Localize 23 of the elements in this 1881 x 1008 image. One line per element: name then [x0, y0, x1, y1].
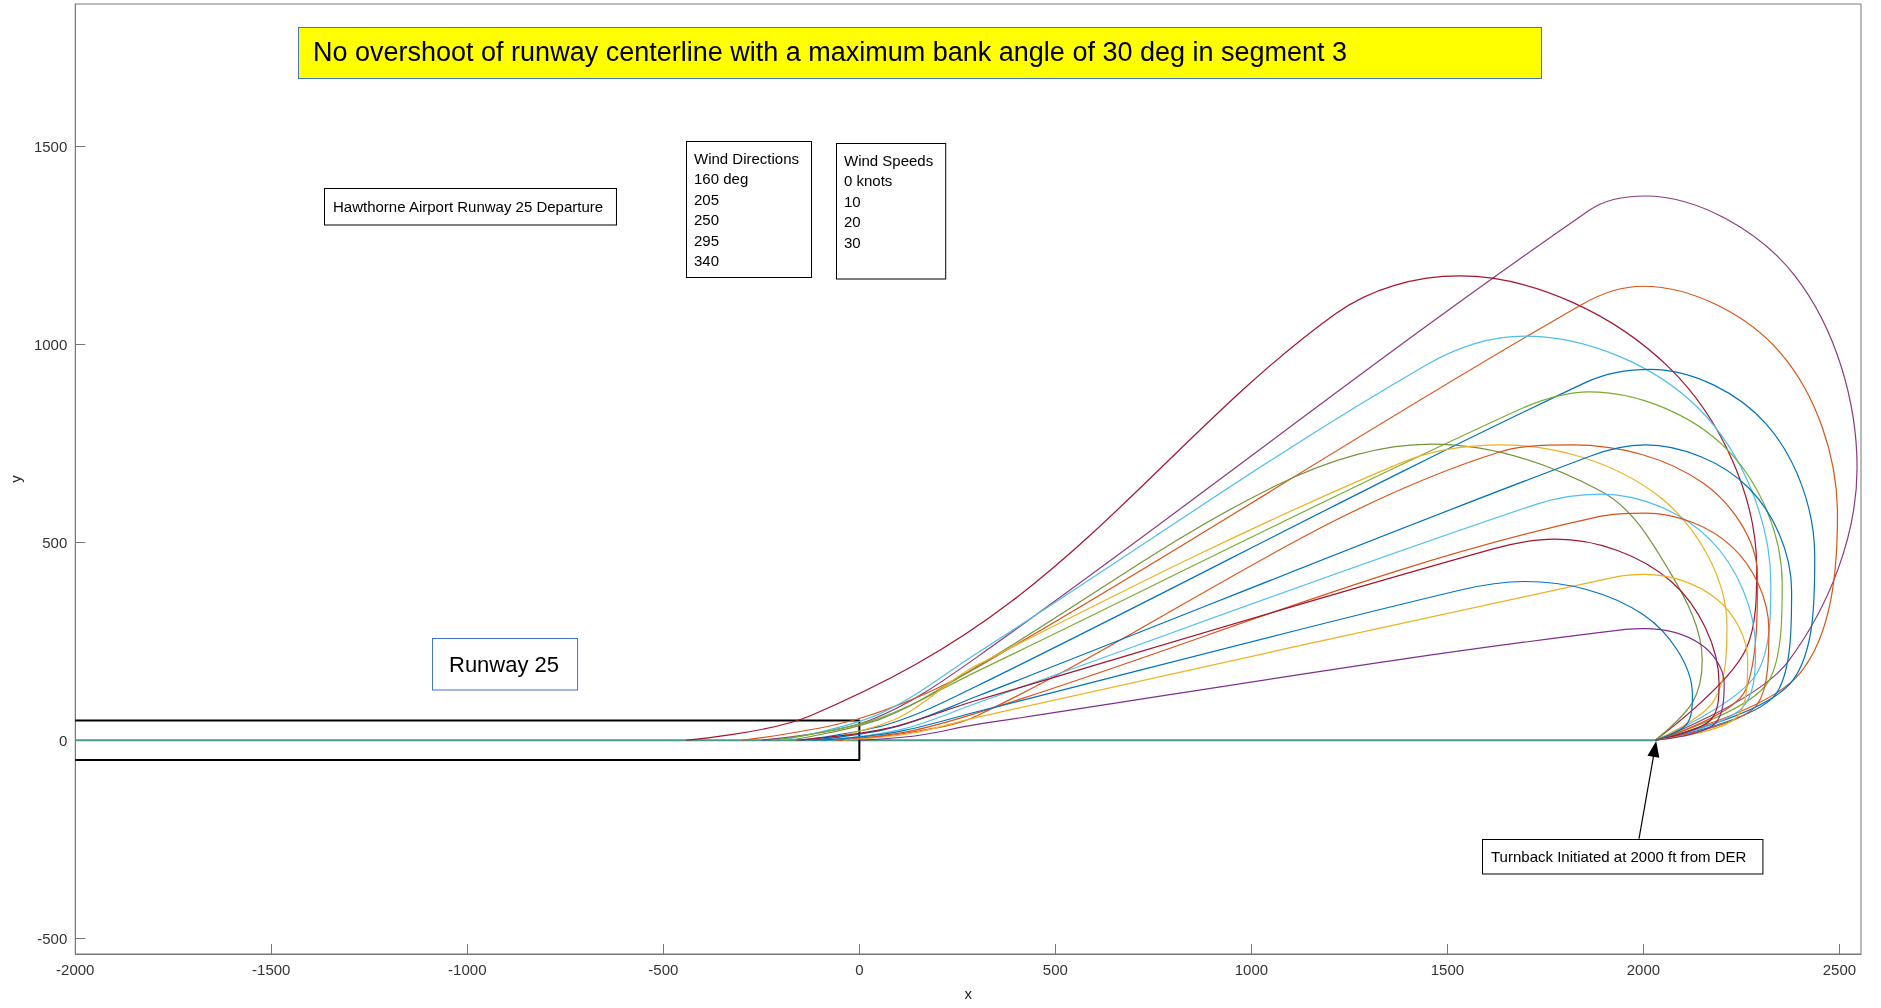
x-tick-label: 500: [1042, 961, 1068, 978]
y-tick-label: -500: [37, 929, 68, 947]
text: No overshoot of runway centerline with a maximum bank angle of 30 deg in segment 3: [313, 37, 1348, 67]
y-tick-label: 500: [42, 533, 68, 551]
x-axis-title: x: [964, 985, 973, 1002]
x-tick-label: -500: [648, 961, 679, 978]
annotation: Hawthorne Airport Runway 25 Departure: [333, 198, 604, 216]
x-tick-label: -1000: [448, 961, 487, 978]
annotation: Wind Directions 160 deg 205 250 295 340: [694, 149, 800, 270]
x-tick-label: -2000: [56, 961, 95, 978]
x-tick-label: 1500: [1430, 961, 1465, 978]
x-tick-label: 1000: [1234, 961, 1269, 978]
annotation: Wind Speeds 0 knots 10 20 30: [844, 151, 934, 251]
x-tick-label: 2500: [1822, 961, 1857, 978]
x-tick-label: 0: [855, 961, 864, 978]
x-tick-label: -1500: [252, 961, 291, 978]
y-tick-label: 1000: [33, 335, 68, 353]
y-axis-title: y: [7, 474, 24, 483]
y-tick-label: 1500: [33, 138, 68, 155]
y-tick-label: 0: [58, 731, 68, 749]
annotation: Turnback Initiated at 2000 ft from DER: [1491, 848, 1747, 866]
annotation: Runway 25: [449, 651, 560, 677]
x-tick-label: 2000: [1626, 961, 1661, 978]
